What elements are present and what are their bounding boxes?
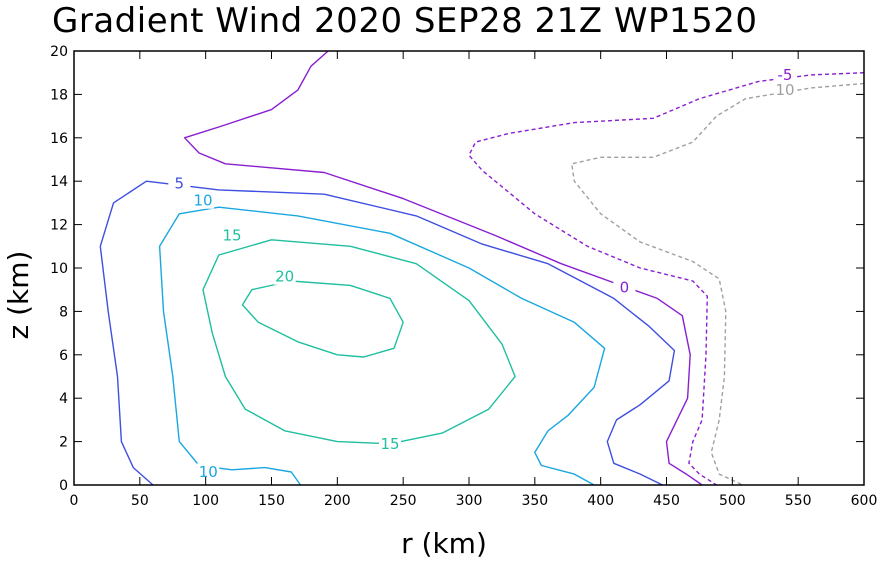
x-tick-label: 0 bbox=[70, 493, 79, 509]
contour-label-bg bbox=[273, 267, 296, 285]
chart-title: Gradient Wind 2020 SEP28 21Z WP1520 bbox=[52, 1, 758, 41]
x-tick-label: 250 bbox=[390, 493, 417, 509]
contour-label-bg bbox=[379, 434, 401, 452]
x-axis-label: r (km) bbox=[401, 527, 487, 560]
x-tick-label: 50 bbox=[131, 493, 149, 509]
y-tick-label: 2 bbox=[59, 435, 68, 451]
y-tick-label: 8 bbox=[59, 304, 68, 320]
contour-label: 10 bbox=[775, 81, 794, 99]
x-tick-label: 500 bbox=[719, 493, 746, 509]
contour-label-bg bbox=[221, 226, 243, 244]
contour-line-neg10 bbox=[571, 82, 865, 486]
y-tick-label: 18 bbox=[50, 87, 68, 103]
contour-line-neg5 bbox=[468, 72, 865, 486]
contour-label: 10 bbox=[193, 192, 212, 210]
contour-label-bg bbox=[613, 278, 636, 296]
contour-label-bg bbox=[197, 462, 220, 480]
y-tick-label: 14 bbox=[50, 174, 68, 190]
y-axis-label: z (km) bbox=[2, 251, 35, 340]
contour-label-bg bbox=[774, 81, 796, 99]
x-axis: 0 50 100 150 200 250 300 350 400 450 500 550 600 bbox=[70, 51, 878, 509]
contour-label: 5 bbox=[175, 174, 185, 192]
x-tick-label: 300 bbox=[456, 493, 483, 509]
y-tick-label: 16 bbox=[50, 131, 68, 147]
contour-label-bg bbox=[774, 65, 796, 83]
y-tick-label: 4 bbox=[59, 391, 68, 407]
contour-line-15 bbox=[202, 239, 516, 445]
contour-label: 20 bbox=[275, 268, 294, 286]
contour-layer bbox=[99, 50, 865, 486]
contour-label: 10 bbox=[199, 463, 218, 481]
contour-label-bg bbox=[192, 191, 215, 209]
contour-label: -5 bbox=[778, 66, 793, 84]
contour-label: 15 bbox=[380, 435, 399, 453]
y-tick-label: 0 bbox=[59, 478, 68, 494]
x-tick-label: 550 bbox=[785, 493, 812, 509]
y-tick-label: 12 bbox=[50, 218, 68, 234]
contour-line-5 bbox=[99, 180, 676, 486]
y-tick-label: 6 bbox=[59, 348, 68, 364]
y-axis: 0 2 4 6 8 10 12 14 16 18 20 bbox=[50, 44, 864, 494]
contour-label-bg bbox=[168, 174, 191, 192]
x-tick-label: 150 bbox=[258, 493, 285, 509]
x-tick-label: 200 bbox=[324, 493, 351, 509]
y-tick-label: 10 bbox=[50, 261, 68, 277]
contour-label: 0 bbox=[620, 279, 630, 297]
x-tick-label: 100 bbox=[192, 493, 219, 509]
y-tick-label: 20 bbox=[50, 44, 68, 60]
x-tick-label: 350 bbox=[521, 493, 548, 509]
x-tick-label: 450 bbox=[653, 493, 680, 509]
x-tick-label: 600 bbox=[851, 493, 878, 509]
contour-line-0 bbox=[183, 50, 703, 486]
contour-label: 15 bbox=[222, 226, 241, 244]
contour-line-20 bbox=[241, 280, 404, 358]
x-tick-label: 400 bbox=[587, 493, 614, 509]
